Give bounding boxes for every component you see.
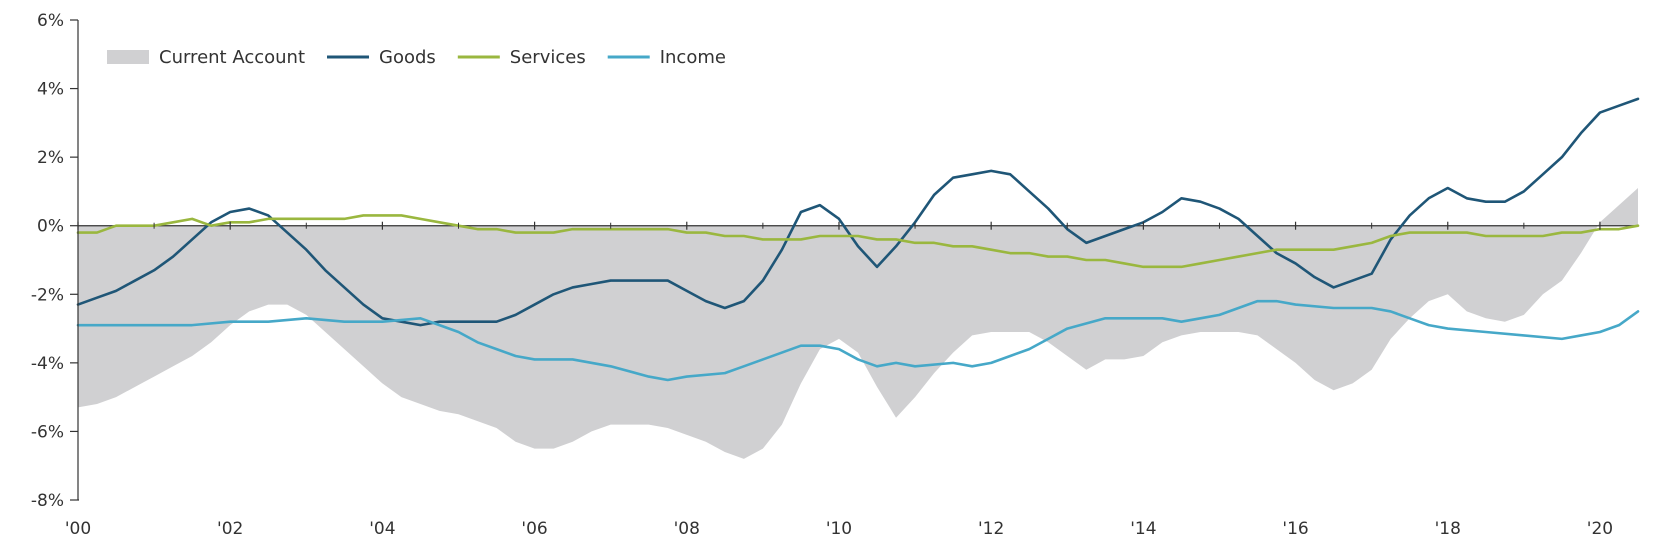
x-tick-label: '04	[369, 519, 395, 539]
x-tick-label: '16	[1282, 519, 1308, 539]
area-layer	[78, 188, 1638, 459]
y-tick-label: -8%	[31, 491, 64, 511]
legend-item-services: Services	[457, 47, 586, 68]
series-services-line	[76, 214, 1640, 269]
x-tick-label: '10	[826, 519, 852, 539]
legend-label: Current Account	[159, 47, 305, 68]
y-tick-label: -2%	[31, 285, 64, 305]
legend-item-current-account: Current Account	[107, 47, 305, 68]
x-tick-label: '06	[521, 519, 547, 539]
series-income-line	[76, 299, 1640, 382]
x-tick-label: '18	[1435, 519, 1461, 539]
y-tick-label: 2%	[37, 148, 64, 168]
x-tick-label: '12	[978, 519, 1004, 539]
y-tick-label: 0%	[37, 217, 64, 237]
y-tick-label: -6%	[31, 422, 64, 442]
y-tick-label: 6%	[37, 11, 64, 31]
legend-swatch	[107, 50, 149, 64]
legend-label: Goods	[379, 47, 436, 68]
legend-item-income: Income	[607, 47, 726, 68]
legend-label: Services	[510, 47, 586, 68]
series-goods-line	[76, 97, 1640, 327]
y-tick-label: -4%	[31, 354, 64, 374]
legend-item-goods: Goods	[327, 47, 436, 68]
x-tick-label: '02	[217, 519, 243, 539]
series-current-account-area	[78, 188, 1638, 459]
x-tick-label: '08	[674, 519, 700, 539]
x-tick-label: '00	[65, 519, 91, 539]
y-tick-label: 4%	[37, 80, 64, 100]
x-tick-label: '20	[1587, 519, 1613, 539]
x-tick-label: '14	[1130, 519, 1156, 539]
axes-layer: 6% 4% 2% 0% -2% -4% -6% -8%'00 '02 '04 '06 '08 '10 '1…	[31, 11, 1613, 539]
legend-label: Income	[660, 47, 726, 68]
lines-layer	[76, 97, 1640, 382]
legend: Current Account Goods Services Income	[107, 47, 726, 68]
